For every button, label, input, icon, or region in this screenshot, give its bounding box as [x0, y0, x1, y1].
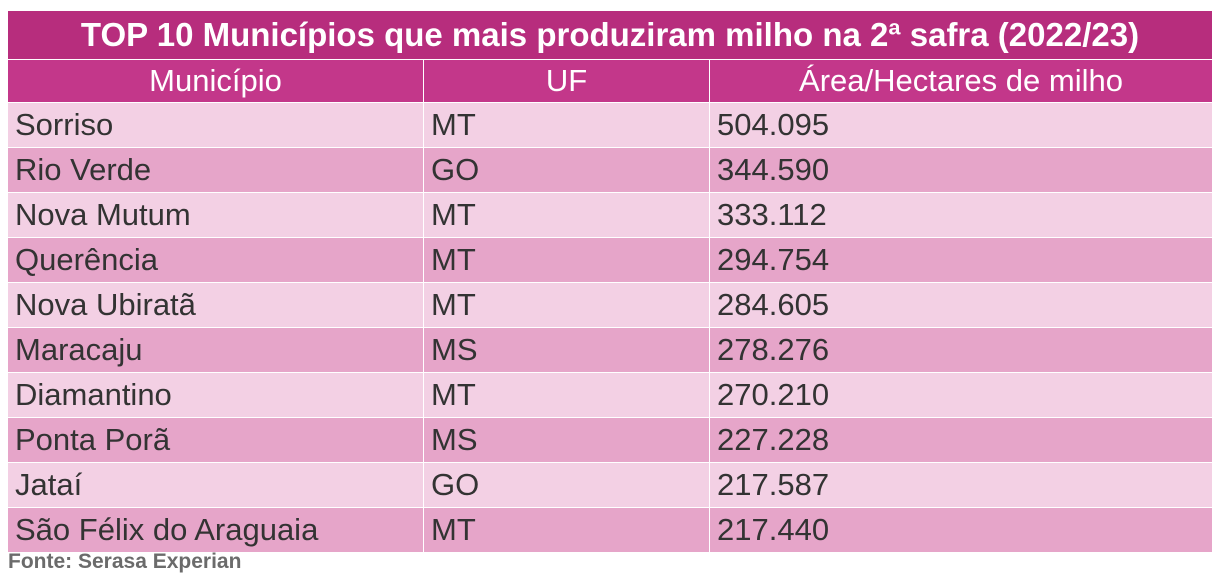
cell-area: 284.605 — [717, 287, 830, 322]
cell-area: 270.210 — [717, 377, 830, 412]
header-municipio: Município — [8, 60, 424, 102]
cell-uf: MT — [424, 283, 710, 327]
table-row: Sorriso MT 504.095 — [8, 103, 1212, 148]
cell-uf: MS — [424, 328, 710, 372]
cell-municipio: Diamantino — [8, 373, 424, 417]
cell-uf: MT — [424, 238, 710, 282]
cell-municipio: São Félix do Araguaia — [8, 508, 424, 552]
cell-area: 217.587 — [717, 467, 830, 502]
cell-municipio: Nova Mutum — [8, 193, 424, 237]
table-row: Ponta Porã MS 227.228 — [8, 418, 1212, 463]
cell-area: 294.754 — [717, 242, 830, 277]
source-note: Fonte: Serasa Experian — [8, 550, 242, 573]
table-header-row: Município UF Área/Hectares de milho — [8, 60, 1212, 103]
cell-uf: MS — [424, 418, 710, 462]
cell-area: 278.276 — [717, 332, 830, 367]
cell-uf: GO — [424, 148, 710, 192]
table-row: Rio Verde GO 344.590 — [8, 148, 1212, 193]
table-title: TOP 10 Municípios que mais produziram mi… — [8, 11, 1212, 60]
cell-uf: MT — [424, 193, 710, 237]
table-row: Jataí GO 217.587 — [8, 463, 1212, 508]
cell-municipio: Querência — [8, 238, 424, 282]
header-area: Área/Hectares de milho — [799, 63, 1123, 98]
cell-area: 344.590 — [717, 152, 830, 187]
cell-municipio: Sorriso — [8, 103, 424, 147]
header-uf: UF — [424, 60, 710, 102]
table-row: Querência MT 294.754 — [8, 238, 1212, 283]
cell-municipio: Ponta Porã — [8, 418, 424, 462]
cell-uf: MT — [424, 103, 710, 147]
table-row: Nova Ubiratã MT 284.605 — [8, 283, 1212, 328]
cell-uf: MT — [424, 508, 710, 552]
table-row: São Félix do Araguaia MT 217.440 — [8, 508, 1212, 553]
cell-municipio: Jataí — [8, 463, 424, 507]
cell-uf: MT — [424, 373, 710, 417]
cell-area: 333.112 — [717, 197, 827, 232]
table-row: Nova Mutum MT 333.112 — [8, 193, 1212, 238]
cell-municipio: Rio Verde — [8, 148, 424, 192]
cell-municipio: Nova Ubiratã — [8, 283, 424, 327]
cell-municipio: Maracaju — [8, 328, 424, 372]
table-body: Sorriso MT 504.095 Rio Verde GO 344.590 Nova M… — [8, 103, 1212, 553]
cell-area: 227.228 — [717, 422, 830, 457]
table-row: Maracaju MS 278.276 — [8, 328, 1212, 373]
data-table: TOP 10 Municípios que mais produziram mi… — [8, 11, 1212, 553]
cell-area: 217.440 — [717, 512, 830, 547]
table-row: Diamantino MT 270.210 — [8, 373, 1212, 418]
cell-uf: GO — [424, 463, 710, 507]
cell-area: 504.095 — [717, 107, 830, 142]
